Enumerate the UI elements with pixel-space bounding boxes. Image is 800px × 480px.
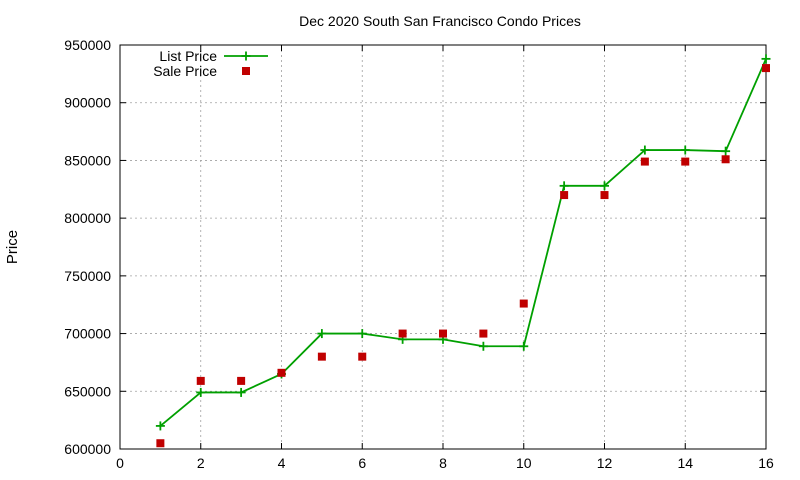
data-point-sale-price xyxy=(439,329,447,338)
data-point-list-price xyxy=(357,329,367,339)
x-tick-label: 10 xyxy=(516,455,532,471)
data-point-list-price xyxy=(196,387,206,397)
legend-marker xyxy=(242,67,250,75)
y-tick-label: 900000 xyxy=(64,95,111,111)
x-tick-label: 8 xyxy=(439,455,447,471)
legend-key-list-price xyxy=(224,51,268,61)
data-point-list-price xyxy=(680,145,690,155)
plot-border xyxy=(119,44,767,450)
data-point-sale-price xyxy=(640,157,649,166)
x-tick-label: 6 xyxy=(358,455,366,471)
data-point-list-price xyxy=(721,146,731,156)
x-tick-label: 0 xyxy=(116,455,124,471)
y-tick-label: 800000 xyxy=(64,210,111,226)
data-point-list-price xyxy=(317,329,327,339)
series-sale-price xyxy=(156,64,770,448)
data-point-sale-price xyxy=(317,352,326,361)
data-point-sale-price xyxy=(681,157,690,166)
y-tick-label: 750000 xyxy=(64,268,111,284)
data-point-list-price xyxy=(236,387,246,397)
data-point-list-price xyxy=(519,341,529,351)
data-point-sale-price xyxy=(277,368,286,377)
chart-title: Dec 2020 South San Francisco Condo Price… xyxy=(299,13,581,29)
x-tick-label: 4 xyxy=(278,455,286,471)
tick-labels: 0 2 4 6 8 10 12 14 16 600000 650000 700000 750000 800… xyxy=(64,37,774,471)
data-point-sale-price xyxy=(196,376,205,385)
data-point-sale-price xyxy=(156,439,165,448)
data-point-sale-price xyxy=(762,64,770,73)
y-tick-label: 600000 xyxy=(64,441,111,457)
grid xyxy=(120,45,766,449)
legend-key-sale-price xyxy=(242,67,250,75)
data-point-sale-price xyxy=(398,329,407,338)
y-tick-label: 700000 xyxy=(64,326,111,342)
series-line-list-price xyxy=(159,58,767,427)
data-point-sale-price xyxy=(237,376,246,385)
y-tick-label: 850000 xyxy=(64,152,111,168)
data-point-sale-price xyxy=(358,352,367,361)
data-point-list-price xyxy=(640,145,650,155)
data-point-list-price xyxy=(478,341,488,351)
y-axis-label: Price xyxy=(4,230,21,264)
data-point-list-price xyxy=(559,181,569,191)
y-tick-label: 650000 xyxy=(64,383,111,399)
data-point-sale-price xyxy=(479,329,488,338)
legend-label-sale-price: Sale Price xyxy=(153,63,217,79)
data-point-sale-price xyxy=(560,191,569,200)
legend: List Price Sale Price xyxy=(153,48,268,79)
data-point-list-price xyxy=(155,421,165,431)
data-point-sale-price xyxy=(519,299,528,308)
data-point-list-price xyxy=(761,54,771,64)
series-list-price xyxy=(155,54,771,431)
data-point-sale-price xyxy=(721,155,730,164)
x-tick-label: 12 xyxy=(597,455,613,471)
y-tick-label: 950000 xyxy=(64,37,111,53)
x-tick-label: 2 xyxy=(197,455,205,471)
legend-marker xyxy=(241,51,251,61)
x-tick-label: 14 xyxy=(677,455,693,471)
legend-label-list-price: List Price xyxy=(159,48,217,64)
data-point-sale-price xyxy=(600,191,609,200)
data-point-list-price xyxy=(600,181,609,191)
series-layer xyxy=(155,54,771,448)
x-tick-label: 16 xyxy=(758,455,774,471)
